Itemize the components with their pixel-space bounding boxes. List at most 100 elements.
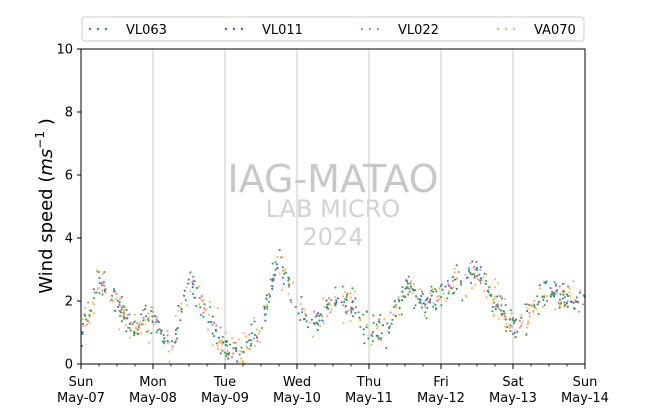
data-point xyxy=(379,339,383,342)
data-point xyxy=(412,289,415,292)
data-point xyxy=(81,333,84,336)
legend-marker xyxy=(240,27,244,31)
data-point xyxy=(424,303,427,306)
data-point xyxy=(289,299,292,302)
legend-label: VA070 xyxy=(534,23,576,38)
data-point xyxy=(308,321,311,324)
data-point xyxy=(311,335,314,338)
data-point xyxy=(543,304,546,307)
data-point xyxy=(217,336,221,339)
data-point xyxy=(568,287,571,290)
data-point xyxy=(344,304,347,308)
data-point xyxy=(163,340,166,343)
data-point xyxy=(440,304,443,307)
data-point xyxy=(438,294,441,298)
data-point xyxy=(345,298,348,301)
data-point xyxy=(541,305,544,309)
data-point xyxy=(299,318,302,322)
data-point xyxy=(266,305,269,308)
data-point xyxy=(419,288,422,291)
data-point xyxy=(479,268,482,271)
data-point xyxy=(249,344,252,347)
watermark-year: 2024 xyxy=(302,223,363,251)
data-point xyxy=(128,313,131,316)
data-point xyxy=(429,301,432,304)
data-point xyxy=(467,267,470,270)
data-point xyxy=(281,289,284,292)
data-point xyxy=(124,324,127,327)
data-point xyxy=(116,299,119,302)
data-point xyxy=(196,287,199,290)
legend-marker xyxy=(512,27,516,31)
data-point xyxy=(581,303,584,306)
data-point xyxy=(282,282,285,286)
data-point xyxy=(92,312,96,315)
data-point xyxy=(200,295,203,298)
data-point xyxy=(404,287,407,290)
data-point xyxy=(459,280,462,283)
data-point xyxy=(160,329,163,333)
data-point xyxy=(232,341,235,344)
data-point xyxy=(83,313,86,316)
data-point xyxy=(147,319,150,322)
data-point xyxy=(137,325,140,329)
data-point xyxy=(427,300,430,303)
data-point xyxy=(318,319,321,322)
data-point xyxy=(491,299,494,302)
data-point xyxy=(572,301,575,304)
data-point xyxy=(525,333,528,336)
data-point xyxy=(447,283,450,286)
data-point xyxy=(420,302,423,305)
data-point xyxy=(256,340,259,343)
data-point xyxy=(131,323,134,326)
data-point xyxy=(95,291,98,294)
data-point xyxy=(330,308,333,311)
data-point xyxy=(447,292,450,295)
data-point xyxy=(551,293,555,296)
data-point xyxy=(301,311,304,314)
data-point xyxy=(341,285,344,288)
data-point xyxy=(341,295,345,298)
data-point xyxy=(565,293,569,296)
data-point xyxy=(418,301,421,304)
data-point xyxy=(491,306,494,309)
data-point xyxy=(423,314,426,317)
data-point xyxy=(413,307,416,310)
data-point xyxy=(549,295,552,298)
data-point xyxy=(496,295,499,298)
data-point xyxy=(354,306,358,309)
data-point xyxy=(267,300,271,304)
data-point xyxy=(397,313,401,316)
legend-marker xyxy=(88,27,92,31)
data-point xyxy=(220,339,223,342)
data-point xyxy=(454,278,457,281)
data-point xyxy=(556,292,559,295)
data-point xyxy=(426,306,429,310)
data-point xyxy=(219,341,222,344)
data-point xyxy=(409,282,412,285)
data-point xyxy=(493,295,496,298)
x-axis: SunMay-07MonMay-08TueMay-09WedMay-10ThuM… xyxy=(57,364,609,406)
data-point xyxy=(255,334,258,338)
data-point xyxy=(511,332,514,335)
data-point xyxy=(287,279,290,282)
data-point xyxy=(553,295,556,298)
data-point xyxy=(498,307,501,310)
data-point xyxy=(321,319,324,322)
data-point xyxy=(340,301,343,304)
data-point xyxy=(436,295,439,298)
data-point xyxy=(271,278,274,281)
data-point xyxy=(203,303,206,306)
data-point xyxy=(541,295,544,298)
data-point xyxy=(216,348,219,351)
data-point xyxy=(303,308,306,311)
data-point xyxy=(376,325,379,328)
legend-marker xyxy=(232,27,236,31)
data-point xyxy=(334,302,337,305)
data-point xyxy=(146,312,150,315)
data-point xyxy=(562,293,565,296)
data-point xyxy=(322,322,325,325)
data-point xyxy=(365,324,368,327)
data-point xyxy=(383,317,386,321)
